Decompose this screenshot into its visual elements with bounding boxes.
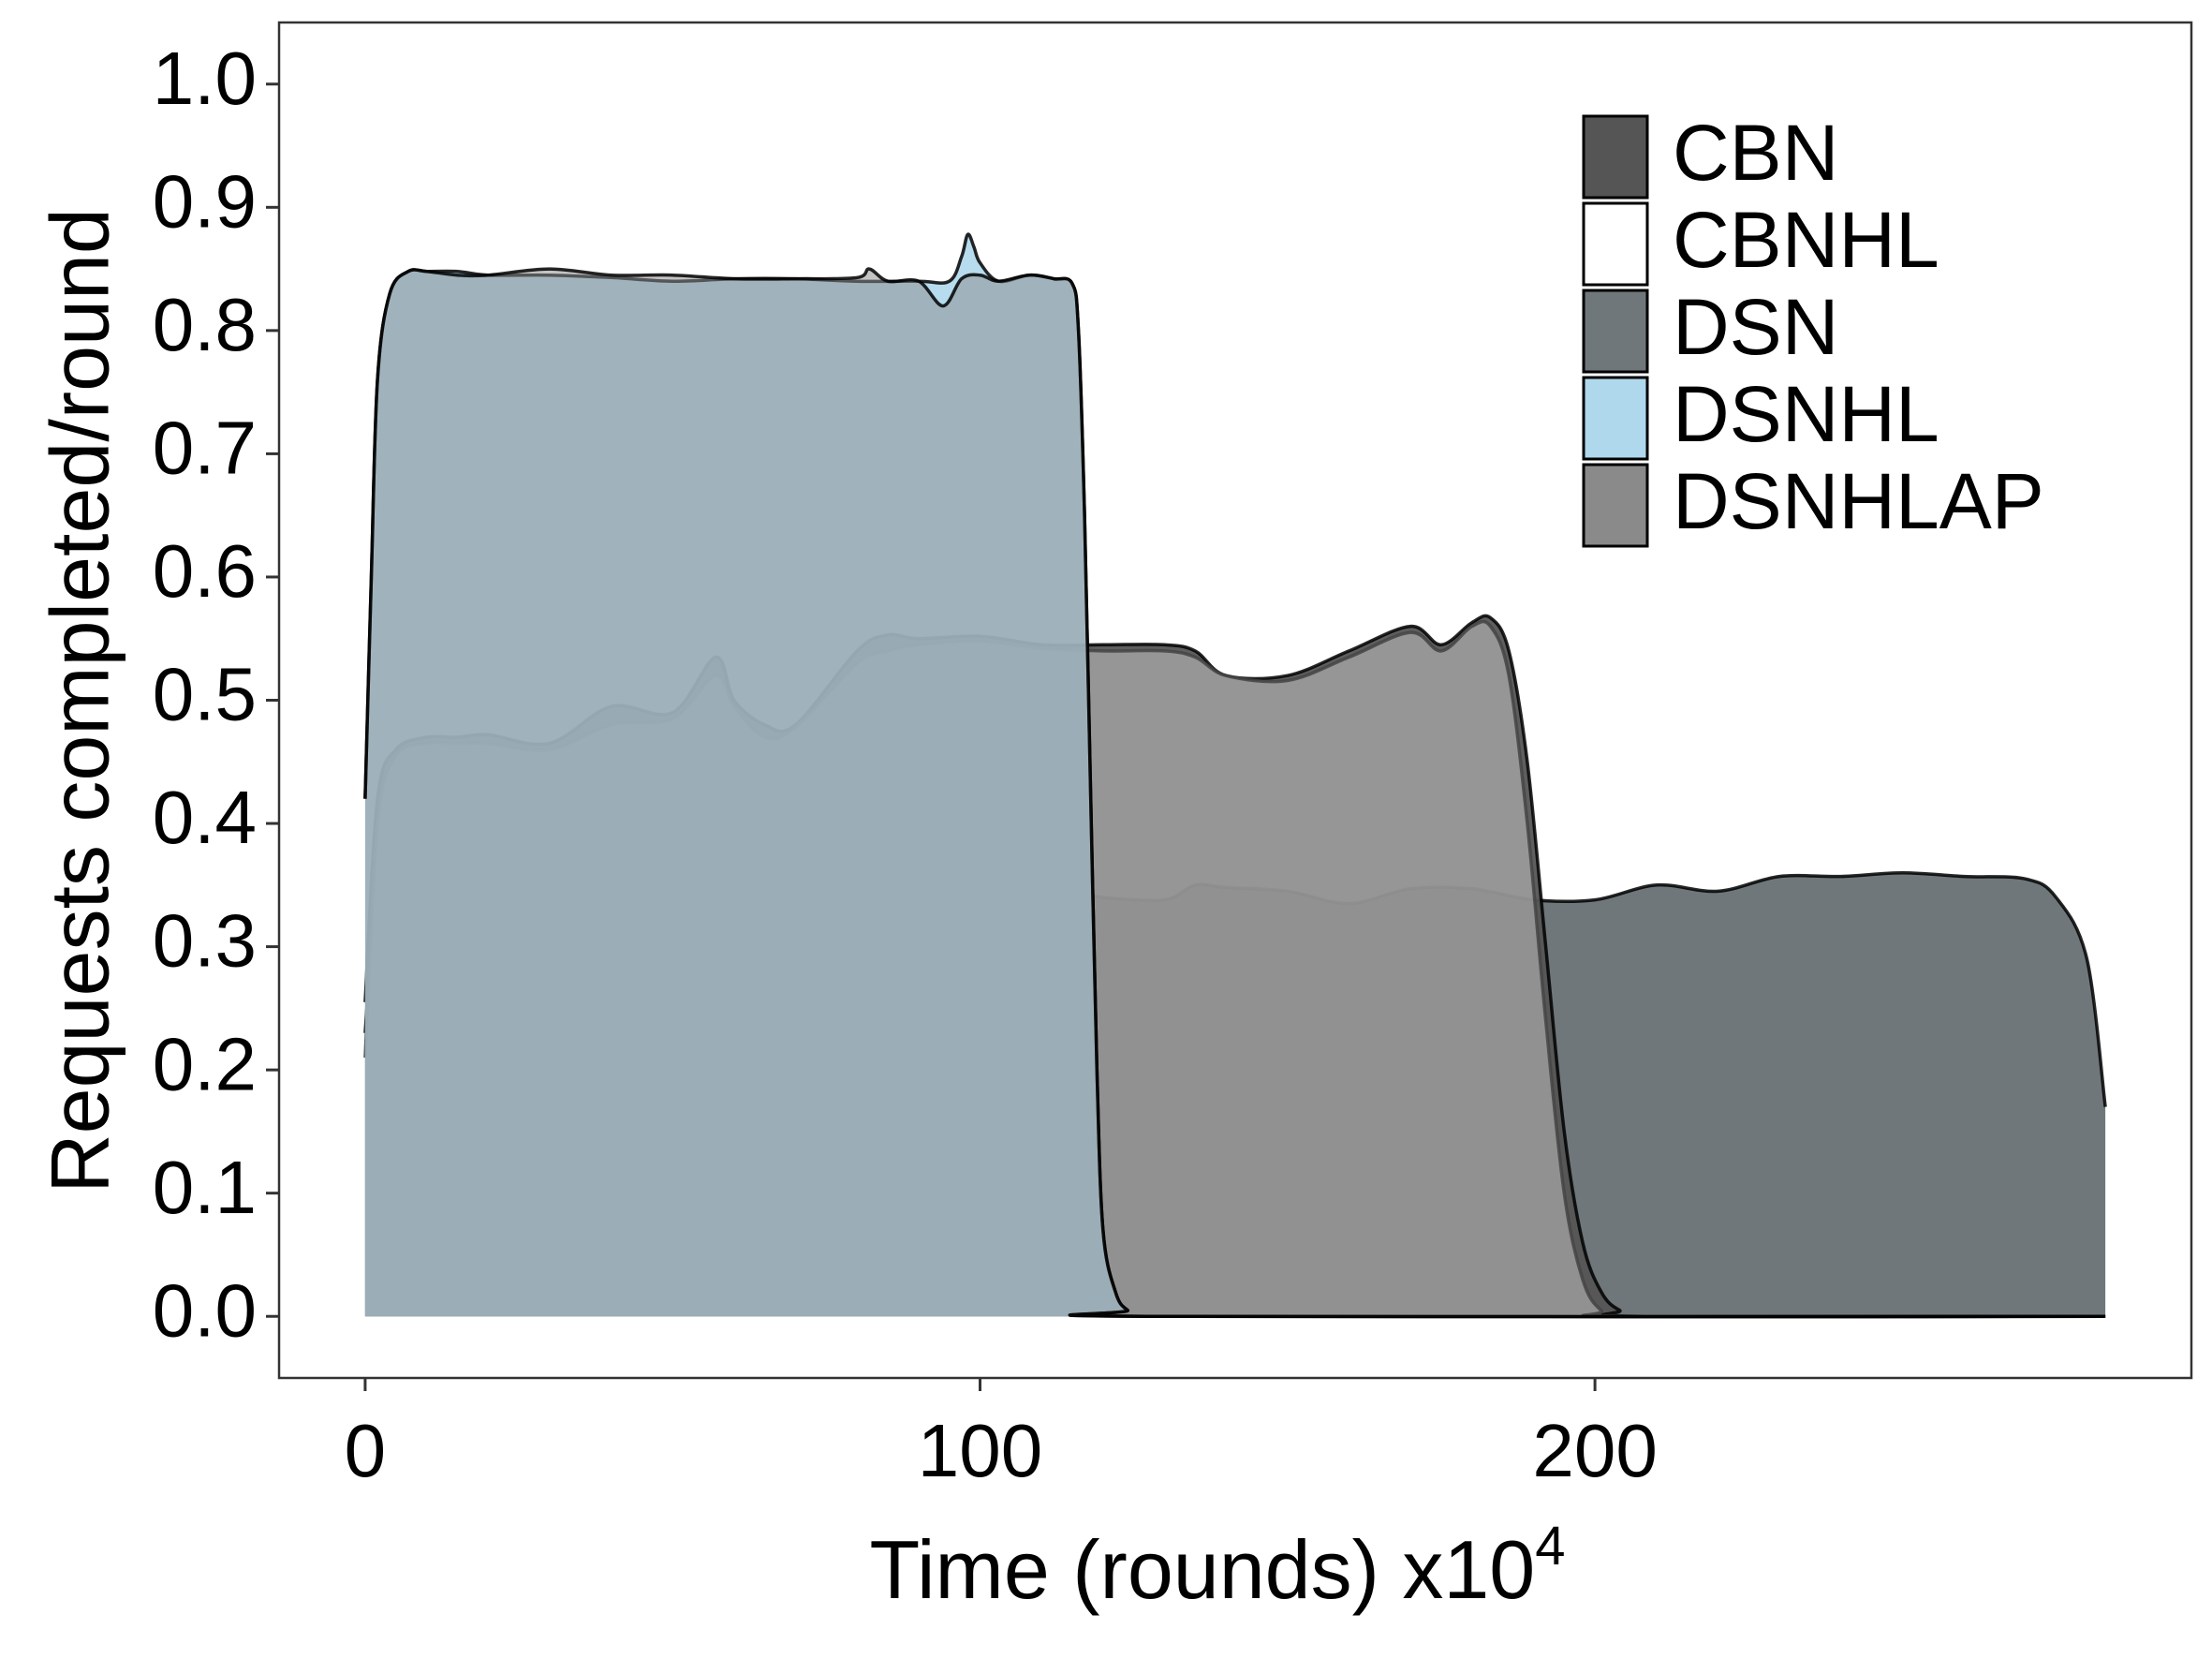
y-tick-label: 1.0 — [153, 37, 257, 120]
y-tick-label: 0.7 — [153, 407, 257, 490]
y-tick-label: 0.4 — [153, 776, 257, 859]
legend-swatch-cbnhl — [1582, 201, 1649, 287]
x-axis: 0 100 200 — [345, 1378, 1658, 1492]
legend-label-dsnhl: DSNHL — [1673, 370, 1939, 458]
y-tick-label: 0.5 — [153, 653, 257, 736]
y-tick-label: 0.1 — [153, 1146, 257, 1229]
y-tick-label: 0.8 — [153, 283, 257, 366]
y-tick-label: 0.9 — [153, 159, 257, 243]
legend-label-cbnhl: CBNHL — [1673, 196, 1939, 284]
legend-swatch-dsnhlap — [1582, 463, 1649, 548]
legend-swatch-dsn — [1582, 289, 1649, 374]
legend-label-dsnhlap: DSNHLAP — [1673, 457, 2044, 545]
legend-label-dsn: DSN — [1673, 283, 1838, 371]
x-axis-label: Time (rounds) x104 — [869, 1516, 1565, 1616]
line-dsnhlap — [363, 267, 2106, 1319]
y-tick-label: 0.2 — [153, 1022, 257, 1105]
x-tick-label: 200 — [1532, 1409, 1657, 1492]
x-tick-label: 0 — [345, 1409, 387, 1492]
legend-swatch-dsnhl — [1582, 376, 1649, 461]
y-tick-label: 0.6 — [153, 529, 257, 613]
x-axis-label-exponent: 4 — [1535, 1516, 1565, 1577]
x-tick-label: 100 — [918, 1409, 1042, 1492]
legend-label-cbn: CBN — [1673, 109, 1838, 197]
x-axis-label-text: Time (rounds) x10 — [869, 1523, 1535, 1616]
legend-swatch-cbn — [1582, 114, 1649, 200]
area-dsnhlap — [364, 269, 2106, 1317]
y-tick-label: 0.3 — [153, 899, 257, 983]
series-layer — [363, 232, 2107, 1319]
y-axis: 0.0 0.1 0.2 0.3 0.4 0.5 0.6 0.7 0.8 0.9 1.0 — [153, 37, 279, 1352]
y-axis-label: Requests completed/round — [33, 208, 125, 1193]
y-tick-label: 0.0 — [153, 1268, 257, 1352]
